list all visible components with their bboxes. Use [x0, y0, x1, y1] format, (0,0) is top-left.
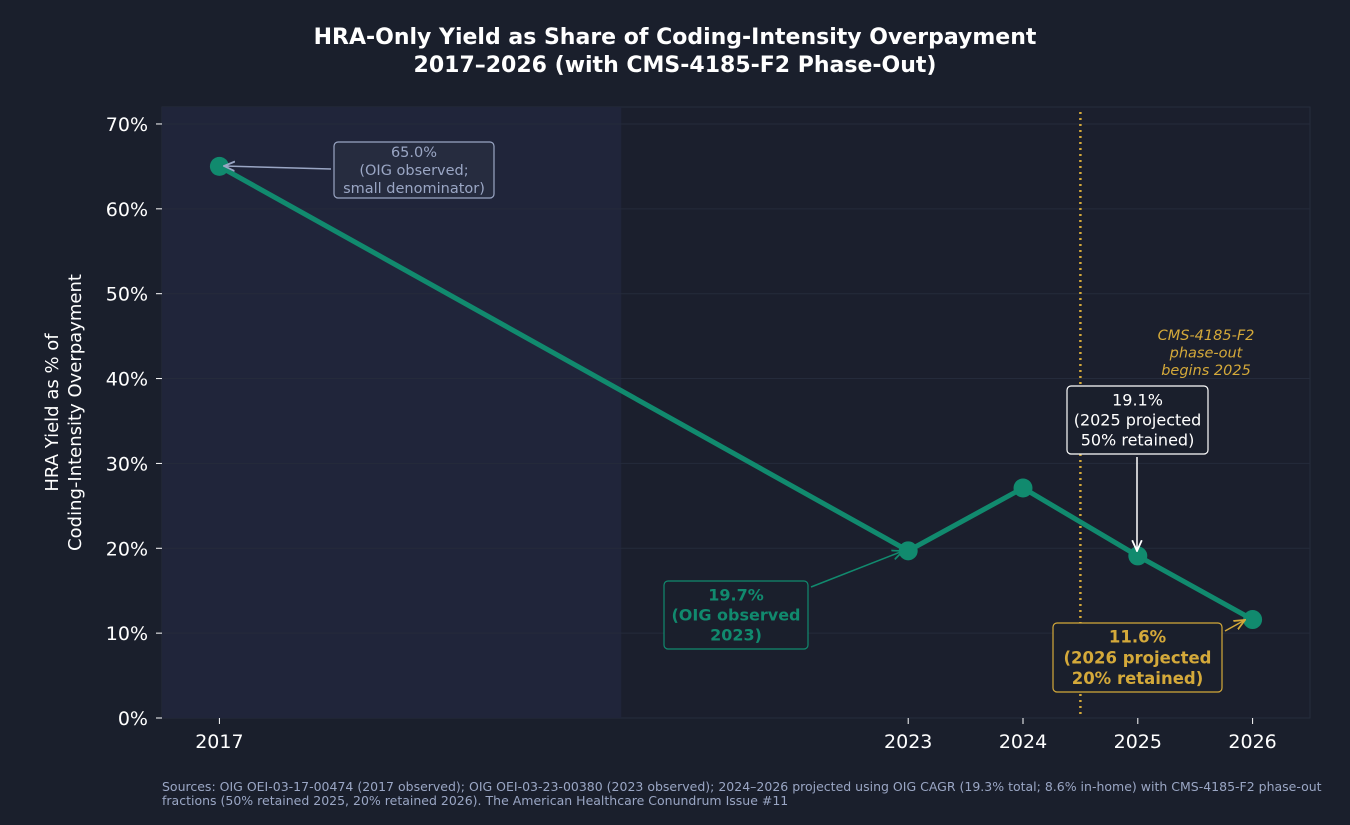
annotation: 19.7% (OIG observed 2023): [663, 551, 903, 650]
source-note-line-2: fractions (50% retained 2025, 20% retain…: [162, 793, 788, 808]
y-tick-label: 70%: [106, 114, 148, 136]
x-tick-label: 2017: [195, 731, 243, 753]
chart-title: HRA-Only Yield as Share of Coding-Intens…: [314, 25, 1037, 50]
annotation-box: [333, 141, 495, 199]
annotation: 65.0% (OIG observed; small denominator): [224, 141, 495, 199]
y-tick-label: 60%: [106, 199, 148, 221]
shaded-region: [162, 107, 622, 718]
annotation-arrow: [224, 166, 332, 169]
x-tick-label: 2026: [1228, 731, 1276, 753]
annotation-box: [663, 580, 809, 650]
y-tick-label: 50%: [106, 284, 148, 306]
data-point: [1128, 546, 1148, 566]
source-note-line-1: Sources: OIG OEI-03-17-00474 (2017 obser…: [162, 779, 1322, 794]
annotation-arrow: [1224, 620, 1245, 632]
data-point: [1013, 478, 1033, 498]
y-tick-label: 10%: [106, 623, 148, 645]
annotation: 11.6% (2026 projected 20% retained): [1052, 620, 1245, 693]
annotation-text: 19.1% (2025 projected 50% retained): [1074, 391, 1202, 450]
x-tick-label: 2023: [884, 731, 932, 753]
y-tick-label: 20%: [106, 538, 148, 560]
annotation-text: 65.0% (OIG observed; small denominator): [343, 145, 485, 197]
annotation-box: [1066, 385, 1209, 455]
y-axis-label: HRA Yield as % of Coding-Intensity Overpa…: [42, 274, 86, 551]
annotation-text: 11.6% (2026 projected 20% retained): [1063, 628, 1211, 688]
x-axis-ticks: 2017 2023 2024 2025 2026: [195, 718, 1277, 753]
y-tick-label: 30%: [106, 453, 148, 475]
annotation-text: 19.7% (OIG observed 2023): [671, 586, 800, 645]
x-tick-label: 2025: [1114, 731, 1162, 753]
data-point: [1243, 610, 1263, 630]
y-tick-label: 40%: [106, 369, 148, 391]
annotation-arrow: [810, 551, 903, 588]
annotation-box: [1052, 622, 1223, 693]
y-tick-label: 0%: [118, 708, 148, 730]
annotation: 19.1% (2025 projected 50% retained): [1066, 385, 1209, 551]
annotations: 65.0% (OIG observed; small denominator) 19.…: [224, 141, 1245, 693]
phase-out-label: CMS-4185-F2 phase-out begins 2025: [1158, 328, 1255, 379]
chart-subtitle: 2017–2026 (with CMS-4185-F2 Phase-Out): [414, 53, 937, 78]
y-axis-ticks: 0% 10% 20% 30% 40% 50% 60% 70%: [106, 114, 162, 730]
x-tick-label: 2024: [999, 731, 1047, 753]
